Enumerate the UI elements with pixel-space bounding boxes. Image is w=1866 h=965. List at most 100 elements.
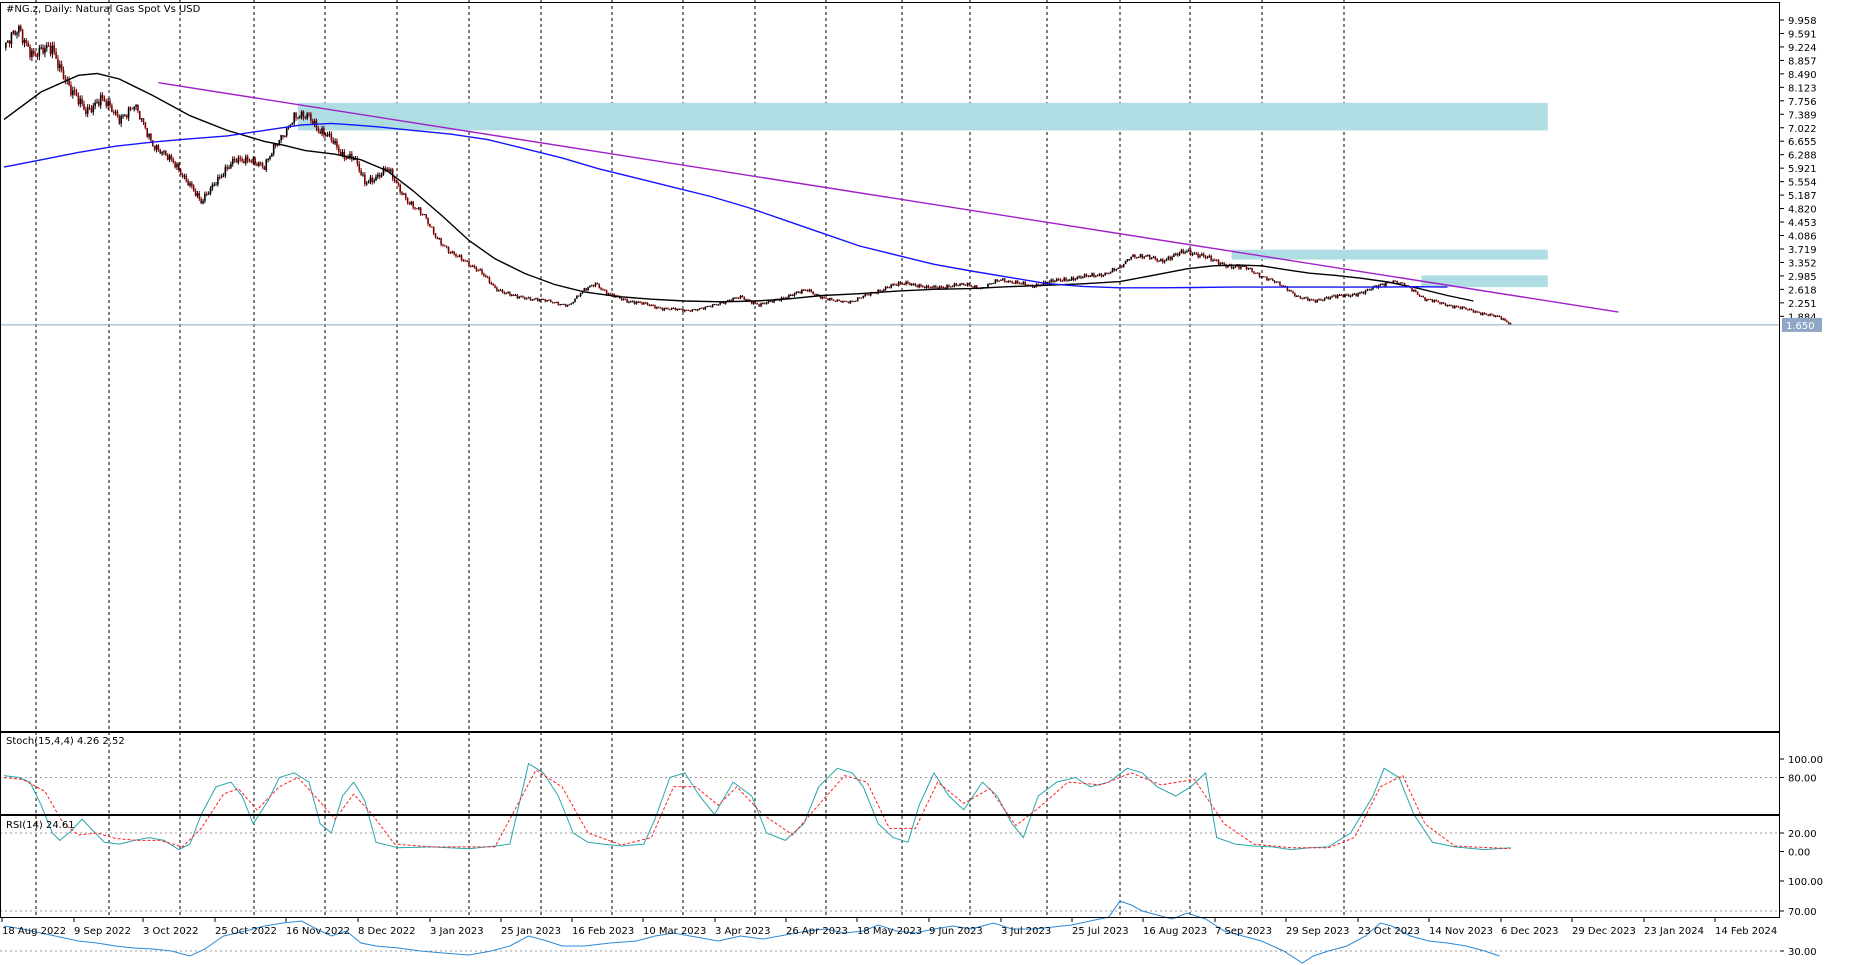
candle-body bbox=[1011, 281, 1013, 283]
candle-body bbox=[1214, 260, 1216, 262]
candle-body bbox=[644, 302, 647, 304]
chart-title: #NG.z, Daily: Natural Gas Spot Vs USD bbox=[6, 4, 201, 15]
candle-body bbox=[771, 300, 773, 303]
price-tick-label: 7.389 bbox=[1788, 110, 1817, 121]
candle-body bbox=[1362, 292, 1365, 294]
price-tick-label: 6.288 bbox=[1788, 151, 1817, 162]
candle-body bbox=[423, 214, 426, 216]
candle-body bbox=[1401, 282, 1404, 284]
candle-body bbox=[436, 237, 439, 239]
candle-body bbox=[862, 295, 865, 298]
candle-body bbox=[1108, 273, 1110, 275]
candle-body bbox=[408, 202, 411, 205]
candle-body bbox=[643, 302, 645, 305]
candle-body bbox=[769, 300, 772, 302]
candle-body bbox=[524, 297, 526, 299]
candle-body bbox=[1234, 266, 1237, 268]
candle-body bbox=[241, 158, 243, 161]
candle-body bbox=[834, 300, 837, 302]
candle-body bbox=[1189, 249, 1192, 255]
candle-body bbox=[215, 184, 217, 186]
candle-body bbox=[1303, 297, 1305, 299]
candle-body bbox=[816, 294, 818, 296]
candle-body bbox=[21, 30, 24, 43]
candle-body bbox=[858, 297, 861, 299]
candle-body bbox=[1089, 275, 1092, 277]
candle-body bbox=[1504, 318, 1506, 321]
candle-body bbox=[1145, 255, 1147, 257]
candle-body bbox=[894, 284, 896, 286]
candle-body bbox=[1104, 272, 1106, 276]
candle-body bbox=[120, 115, 122, 124]
candle-body bbox=[959, 283, 961, 286]
candle-body bbox=[1076, 277, 1079, 280]
candle-body bbox=[150, 133, 152, 141]
price-tick-label: 7.756 bbox=[1788, 97, 1817, 108]
candle-body bbox=[886, 286, 889, 288]
candle-body bbox=[1413, 289, 1415, 291]
date-tick-label: 14 Feb 2024 bbox=[1715, 926, 1777, 937]
candle-body bbox=[550, 299, 552, 302]
date-tick-label: 16 Feb 2023 bbox=[572, 926, 634, 937]
candle-body bbox=[455, 254, 457, 257]
candle-body bbox=[1347, 294, 1350, 297]
candle-body bbox=[1117, 267, 1119, 270]
candle-body bbox=[836, 299, 839, 301]
candle-body bbox=[654, 305, 656, 309]
candle-body bbox=[112, 111, 115, 113]
candle-body bbox=[47, 45, 50, 47]
candle-body bbox=[795, 292, 798, 294]
candle-body bbox=[1171, 257, 1173, 260]
candle-body bbox=[81, 98, 83, 104]
candle-body bbox=[1241, 265, 1244, 267]
candle-body bbox=[603, 289, 606, 291]
candle-body bbox=[1307, 297, 1309, 301]
candle-body bbox=[488, 277, 491, 283]
candle-body bbox=[704, 306, 707, 310]
candle-body bbox=[1176, 254, 1179, 256]
candle-body bbox=[86, 107, 89, 114]
candle-body bbox=[1351, 294, 1354, 296]
stochastic-panel bbox=[0, 762, 1780, 851]
date-tick-label: 25 Oct 2022 bbox=[215, 926, 277, 937]
candle-body bbox=[1374, 285, 1376, 287]
candle-body bbox=[75, 92, 78, 96]
candle-body bbox=[431, 226, 433, 228]
candle-body bbox=[529, 297, 532, 300]
candle-body bbox=[96, 101, 98, 103]
candle-body bbox=[388, 169, 390, 172]
candle-body bbox=[996, 279, 999, 282]
candle-body bbox=[105, 101, 108, 107]
candle-body bbox=[739, 295, 742, 299]
candle-body bbox=[767, 301, 770, 303]
candle-body bbox=[696, 309, 699, 311]
candle-body bbox=[176, 163, 178, 168]
candle-body bbox=[1411, 288, 1413, 291]
candle-body bbox=[473, 265, 476, 268]
trendline[interactable] bbox=[0, 81, 1780, 326]
candle-body bbox=[1353, 293, 1356, 295]
candle-body bbox=[845, 300, 848, 302]
candle-body bbox=[1003, 278, 1006, 282]
candle-body bbox=[1055, 279, 1058, 282]
candle-body bbox=[1470, 309, 1473, 311]
candle-body bbox=[830, 298, 833, 300]
candle-body bbox=[85, 109, 87, 114]
candle-body bbox=[559, 304, 561, 306]
candle-body bbox=[1100, 273, 1103, 277]
candle-body bbox=[968, 283, 971, 286]
candle-body bbox=[1498, 315, 1501, 317]
candle-body bbox=[492, 283, 494, 286]
candle-body bbox=[557, 301, 560, 305]
candle-body bbox=[168, 155, 171, 160]
candle-body bbox=[572, 301, 574, 304]
candle-body bbox=[1178, 253, 1181, 256]
candle-body bbox=[1305, 297, 1307, 299]
candle-body bbox=[695, 309, 697, 311]
date-tick-label: 9 Sep 2022 bbox=[74, 926, 131, 937]
candle-body bbox=[855, 300, 857, 302]
price-tick-label: 5.554 bbox=[1788, 178, 1817, 189]
candle-body bbox=[551, 301, 554, 303]
